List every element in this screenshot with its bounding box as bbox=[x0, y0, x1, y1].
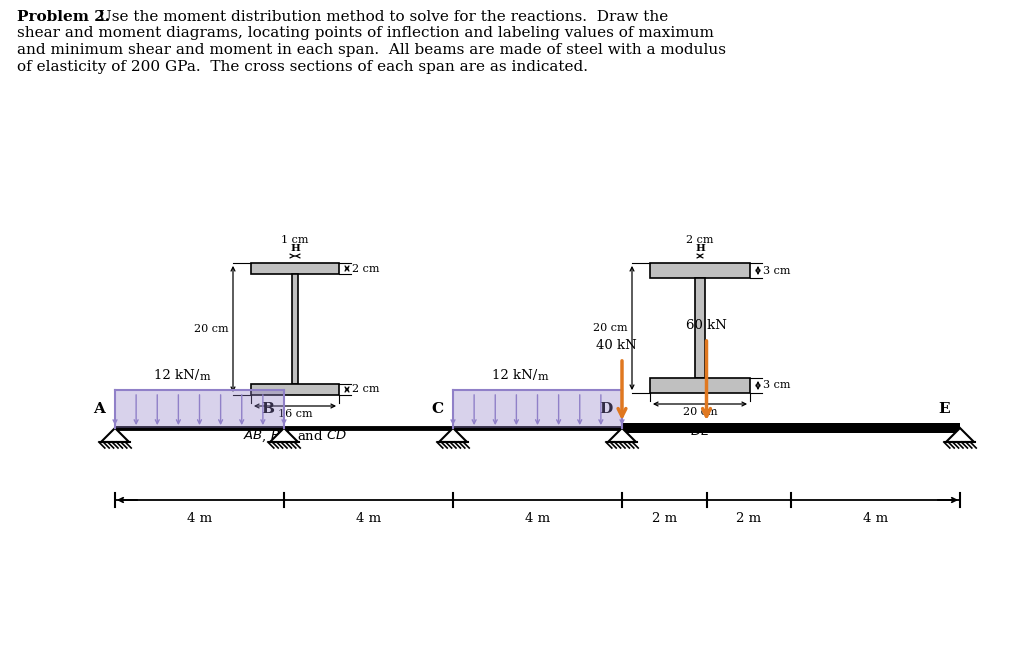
Text: 12 kN/: 12 kN/ bbox=[155, 369, 200, 382]
Text: of elasticity of 200 GPa.  The cross sections of each span are as indicated.: of elasticity of 200 GPa. The cross sect… bbox=[17, 60, 588, 73]
Text: 40 kN: 40 kN bbox=[596, 339, 636, 352]
Text: $\overline{AB}$, $\overline{BC}$, and $\overline{CD}$: $\overline{AB}$, $\overline{BC}$, and $\… bbox=[243, 426, 347, 444]
Text: 2 cm: 2 cm bbox=[686, 235, 714, 245]
Text: 3 cm: 3 cm bbox=[763, 380, 791, 391]
Text: 2 cm: 2 cm bbox=[352, 384, 380, 395]
Text: 20 cm: 20 cm bbox=[683, 407, 718, 417]
Text: B: B bbox=[261, 402, 274, 416]
Text: 1 cm: 1 cm bbox=[282, 235, 309, 245]
Bar bbox=[453, 390, 622, 428]
Text: 2 m: 2 m bbox=[651, 512, 677, 525]
Bar bbox=[650, 263, 750, 278]
Polygon shape bbox=[946, 428, 974, 442]
Text: H: H bbox=[695, 244, 705, 253]
Text: Problem 2.: Problem 2. bbox=[17, 10, 111, 24]
Text: 20 cm: 20 cm bbox=[593, 323, 628, 333]
Text: 3 cm: 3 cm bbox=[763, 266, 791, 275]
Text: $\overline{DE}$: $\overline{DE}$ bbox=[690, 424, 711, 439]
Text: Use the moment distribution method to solve for the reactions.  Draw the: Use the moment distribution method to so… bbox=[94, 10, 669, 24]
Text: m: m bbox=[200, 372, 210, 382]
Text: 2 cm: 2 cm bbox=[352, 264, 380, 273]
Polygon shape bbox=[101, 428, 129, 442]
Text: 16 cm: 16 cm bbox=[278, 409, 312, 419]
Bar bbox=[251, 263, 339, 274]
Text: 60 kN: 60 kN bbox=[686, 319, 727, 332]
Bar bbox=[251, 384, 339, 395]
Text: H: H bbox=[290, 244, 300, 253]
Polygon shape bbox=[608, 428, 636, 442]
Text: 4 m: 4 m bbox=[525, 512, 550, 525]
Bar bbox=[622, 423, 961, 433]
Text: m: m bbox=[538, 372, 548, 382]
Text: 4 m: 4 m bbox=[356, 512, 381, 525]
Text: shear and moment diagrams, locating points of inflection and labeling values of : shear and moment diagrams, locating poin… bbox=[17, 27, 714, 40]
Text: E: E bbox=[938, 402, 950, 416]
Polygon shape bbox=[270, 428, 298, 442]
Text: 4 m: 4 m bbox=[187, 512, 212, 525]
Text: A: A bbox=[93, 402, 104, 416]
Text: C: C bbox=[431, 402, 443, 416]
Text: 4 m: 4 m bbox=[863, 512, 888, 525]
Text: D: D bbox=[599, 402, 612, 416]
Text: 2 m: 2 m bbox=[736, 512, 761, 525]
Text: 20 cm: 20 cm bbox=[195, 324, 229, 334]
Polygon shape bbox=[439, 428, 467, 442]
Bar bbox=[695, 278, 705, 378]
Bar bbox=[115, 390, 284, 428]
Text: and minimum shear and moment in each span.  All beams are made of steel with a m: and minimum shear and moment in each spa… bbox=[17, 43, 726, 57]
Text: 12 kN/: 12 kN/ bbox=[493, 369, 538, 382]
Bar bbox=[650, 378, 750, 393]
Bar bbox=[292, 274, 298, 384]
